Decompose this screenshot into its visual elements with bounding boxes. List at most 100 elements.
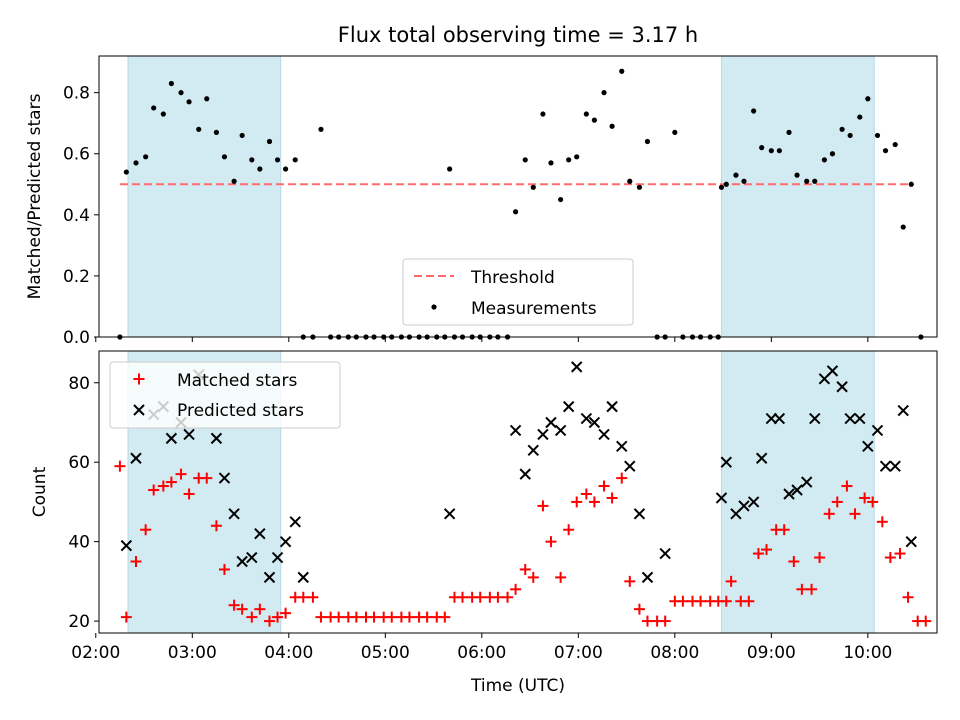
matched-point xyxy=(254,603,266,615)
predicted-point xyxy=(130,452,142,464)
measurement-point xyxy=(168,80,174,87)
matched-point xyxy=(920,615,932,627)
measurement-point xyxy=(231,178,237,184)
ratio-panel: 0.00.20.40.60.8 Matched/Predicted stars … xyxy=(25,55,938,348)
predicted-point xyxy=(801,476,813,488)
predicted-point xyxy=(715,492,728,504)
bottom-legend-box xyxy=(109,361,341,429)
x-tick-label: 08:00 xyxy=(650,643,699,663)
matched-point xyxy=(580,488,592,500)
predicted-point xyxy=(183,428,195,441)
measurement-point xyxy=(847,132,853,139)
measurement-point xyxy=(601,90,607,96)
predicted-point xyxy=(897,404,909,417)
matched-point xyxy=(598,480,610,492)
measurement-point xyxy=(151,105,157,111)
predicted-point xyxy=(545,416,557,429)
matched-point xyxy=(474,591,486,603)
measurement-point xyxy=(644,138,651,145)
matched-point xyxy=(527,571,539,583)
measurement-point xyxy=(186,99,192,105)
matched-point xyxy=(114,460,126,472)
matched-point xyxy=(616,472,628,484)
predicted-point xyxy=(809,412,821,425)
bottom-plot-frame xyxy=(98,350,938,634)
top-y-axis: 0.0 0.2 0.4 0.6 0.8 xyxy=(63,84,99,348)
measurement-point xyxy=(574,154,580,160)
measurement-point xyxy=(512,209,519,215)
predicted-point xyxy=(218,472,231,484)
measurement-point xyxy=(718,184,725,190)
matched-point xyxy=(796,583,808,595)
matched-point xyxy=(806,583,818,595)
bottom-y-axis-label: Count xyxy=(30,466,50,517)
predicted-point xyxy=(588,416,601,429)
predicted-point xyxy=(783,488,795,500)
legend-measurements-label: Measurements xyxy=(471,299,597,319)
top-x-ticks xyxy=(95,337,869,342)
measurement-point xyxy=(566,157,572,163)
measurement-point xyxy=(266,138,273,145)
predicted-point xyxy=(633,508,646,520)
predicted-point xyxy=(791,484,803,496)
matched-point xyxy=(492,591,504,603)
measurement-point xyxy=(447,166,453,172)
x-tick-label: 02:00 xyxy=(71,643,120,663)
measurement-point xyxy=(123,169,129,175)
top-legend-box xyxy=(402,258,634,326)
matched-point xyxy=(849,508,861,520)
predicted-point xyxy=(879,460,892,472)
predicted-point xyxy=(720,456,733,468)
legend-matched-label: Matched stars xyxy=(177,371,297,391)
matched-point xyxy=(510,583,522,595)
measurement-point xyxy=(282,166,289,172)
matched-point xyxy=(720,595,732,607)
predicted-point xyxy=(279,535,292,548)
matched-point xyxy=(439,611,451,623)
measurement-point xyxy=(672,129,678,135)
measurement-points xyxy=(117,68,924,340)
predicted-point xyxy=(228,508,240,520)
predicted-point xyxy=(624,460,636,472)
measurement-point xyxy=(812,178,818,184)
matched-point xyxy=(555,571,567,583)
matched-point xyxy=(457,591,469,603)
measurement-point xyxy=(882,148,889,154)
predicted-point xyxy=(641,571,654,584)
measurement-point xyxy=(892,141,898,148)
predicted-point xyxy=(297,571,309,584)
measurement-point xyxy=(143,154,149,160)
measurement-point xyxy=(558,196,564,203)
matched-point xyxy=(841,480,853,492)
matched-point xyxy=(403,611,415,623)
measurement-point xyxy=(733,172,739,178)
y-tick-label: 80 xyxy=(68,374,90,394)
measurement-point xyxy=(768,148,774,154)
predicted-point xyxy=(580,412,593,425)
predicted-point xyxy=(844,412,856,425)
measurement-point xyxy=(530,184,536,190)
matched-point xyxy=(788,556,800,568)
matched-point xyxy=(246,611,258,623)
matched-point xyxy=(814,552,826,564)
matched-point xyxy=(307,591,319,603)
matched-point xyxy=(228,599,240,611)
top-y-axis-label: Matched/Predicted stars xyxy=(25,93,45,299)
measurement-point xyxy=(196,126,202,132)
matched-point xyxy=(148,484,160,496)
predicted-point xyxy=(755,452,768,464)
measurement-point xyxy=(636,184,643,190)
observing-window xyxy=(720,55,875,338)
matched-point xyxy=(165,476,177,488)
y-tick-label: 40 xyxy=(68,533,90,553)
matched-point xyxy=(641,615,653,627)
observing-window-shading xyxy=(127,55,875,338)
matched-point xyxy=(902,591,914,603)
x-tick-label: 10:00 xyxy=(843,643,892,663)
count-points xyxy=(114,361,932,627)
matched-point xyxy=(218,563,230,575)
measurement-point xyxy=(591,117,598,123)
predicted-point xyxy=(598,428,610,441)
